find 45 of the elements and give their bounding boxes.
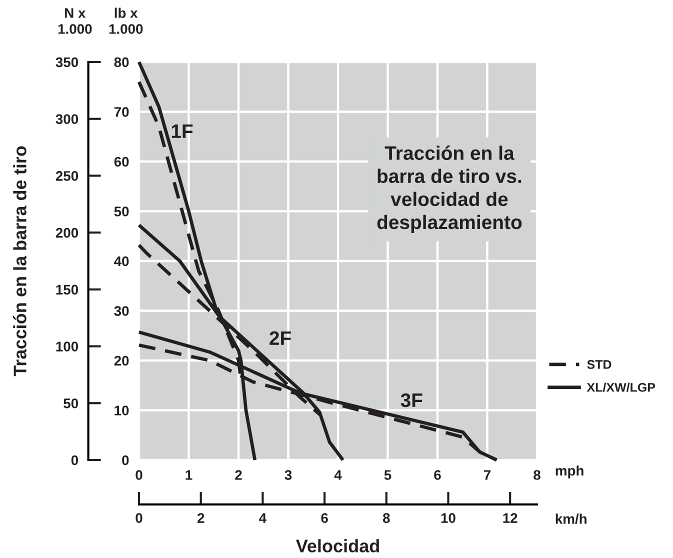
y-tick-label: 50 (114, 206, 129, 216)
y2-tick-label: 150 (56, 284, 78, 295)
x-tick-label: 4 (334, 470, 342, 480)
y2-tick-label: 50 (64, 398, 78, 408)
x2-tick-label: 2 (197, 513, 204, 523)
text: Tracción en la barra de tiro (13, 146, 26, 376)
x-tick-label: 0 (136, 470, 142, 480)
y-tick-label: 40 (114, 256, 129, 266)
y2-tick-label: 100 (56, 342, 78, 352)
x-tick-label: 5 (384, 470, 392, 480)
x2-tick-label: 6 (321, 513, 328, 523)
y2-tick-label: 300 (56, 114, 78, 124)
x2-tick-label: 10 (441, 513, 456, 523)
x2-axis-title: km/h (556, 514, 586, 524)
y-axis-title: lb x 1.000 (109, 8, 143, 34)
y-tick-label: 0 (122, 455, 129, 466)
text: Velocidad (296, 539, 379, 552)
x-tick-label: 7 (484, 470, 490, 480)
y2-tick-label: 250 (56, 171, 78, 181)
x-tick-label: 6 (434, 470, 441, 480)
x-tick-label: 8 (534, 470, 540, 480)
y2-tick-label: 350 (56, 57, 78, 68)
x-tick-label: 3 (284, 470, 292, 480)
legend-label: STD (587, 360, 612, 369)
x-tick-label: 2 (235, 470, 242, 480)
annotation: 2F (270, 331, 291, 345)
y-tick-label: 80 (114, 57, 129, 68)
annotation: 1F (172, 124, 193, 138)
y-tick-label: 60 (114, 156, 129, 167)
x-axis-title: mph (556, 465, 584, 478)
x2-tick-label: 4 (259, 513, 266, 523)
annotation: 3F (400, 393, 422, 408)
y2-tick-label: 0 (71, 455, 78, 466)
y2-axis-title: N x 1.000 (58, 8, 92, 34)
y-tick-label: 70 (114, 107, 129, 117)
x2-tick-label: 8 (382, 513, 390, 523)
x-tick-label: 1 (186, 470, 192, 480)
legend-label: XL/XW/LGP (586, 382, 656, 392)
x2-tick-label: 0 (136, 513, 142, 523)
text: Tracción en la barra de tiro vs. velocidad de desplazamiento (377, 146, 522, 234)
x2-tick-label: 12 (503, 513, 518, 523)
y-tick-label: 20 (114, 356, 129, 366)
y-tick-label: 30 (114, 306, 129, 316)
y-tick-label: 10 (114, 406, 129, 416)
y2-tick-label: 200 (56, 228, 78, 238)
